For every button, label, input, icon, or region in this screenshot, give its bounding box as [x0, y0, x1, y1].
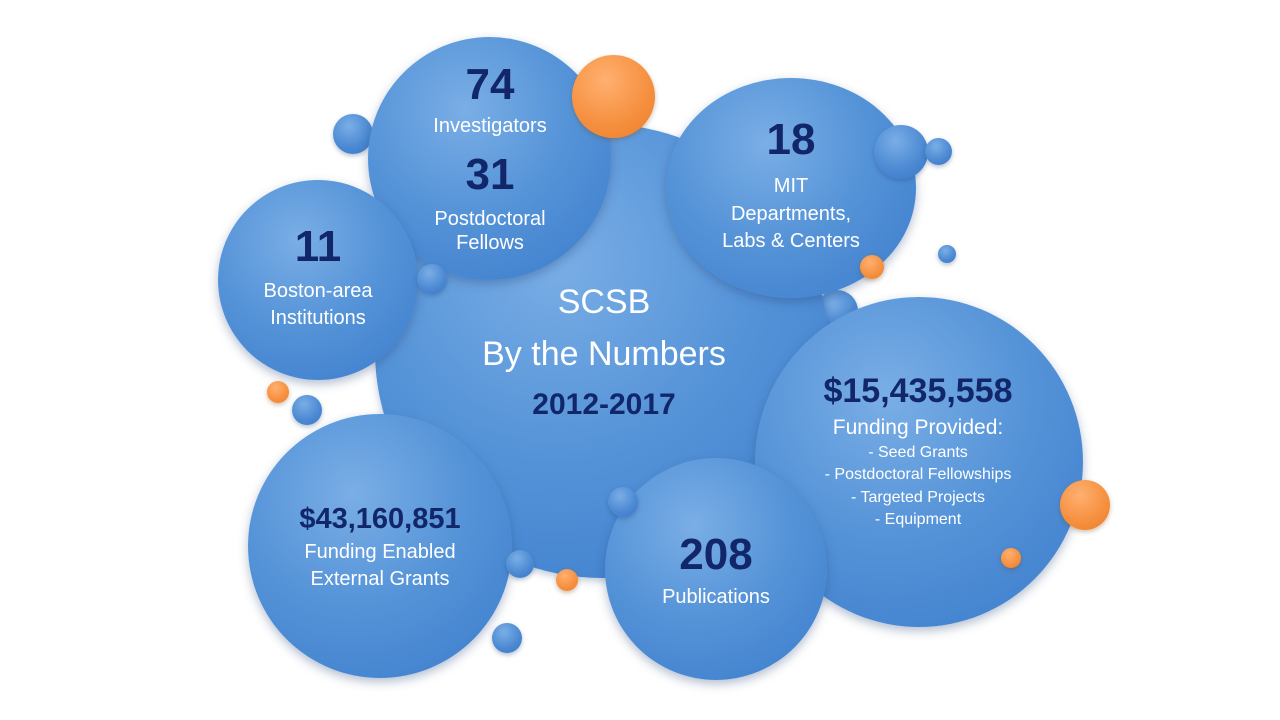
- decor-blue-dot: [417, 264, 447, 294]
- decor-orange-dot: [1060, 480, 1110, 530]
- departments-label-line3: Labs & Centers: [722, 230, 860, 252]
- decor-blue-dot: [925, 138, 952, 165]
- funding-provided-value: $15,435,558: [823, 372, 1013, 410]
- investigators-value: 74: [465, 60, 515, 109]
- decor-blue-dot: [492, 623, 522, 653]
- decor-blue-dot: [506, 550, 534, 578]
- postdocs-label-line1: Postdoctoral: [434, 208, 546, 230]
- center-title-line2: By the Numbers: [482, 335, 726, 373]
- external-grants-bubble: [248, 414, 512, 678]
- external-grants-value: $43,160,851: [299, 503, 461, 535]
- investigators-label: Investigators: [433, 115, 547, 137]
- external-grants-label-line1: Funding Enabled: [304, 541, 456, 563]
- decor-blue-dot: [608, 487, 638, 517]
- center-title-line1: SCSB: [557, 283, 651, 321]
- publications-bubble: [605, 458, 827, 680]
- funding-item: - Postdoctoral Fellowships: [824, 466, 1012, 483]
- decor-orange-dot: [860, 255, 884, 279]
- departments-value: 18: [766, 115, 816, 164]
- publications-value: 208: [679, 530, 753, 579]
- center-years: 2012-2017: [532, 388, 676, 421]
- funding-item: - Equipment: [874, 511, 962, 528]
- institutions-value: 11: [294, 222, 342, 271]
- decor-blue-dot: [874, 125, 928, 179]
- institutions-label-line1: Boston-area: [263, 280, 373, 302]
- funding-provided-label: Funding Provided:: [832, 416, 1004, 439]
- decor-orange-dot: [267, 381, 289, 403]
- postdocs-value: 31: [465, 150, 515, 199]
- publications-label: Publications: [662, 586, 770, 608]
- external-grants-label-line2: External Grants: [310, 568, 450, 590]
- funding-item: - Seed Grants: [868, 444, 968, 461]
- departments-label-line1: MIT: [773, 175, 809, 197]
- decor-blue-dot: [938, 245, 956, 263]
- institutions-label-line2: Institutions: [270, 307, 366, 329]
- decor-orange-dot: [1001, 548, 1021, 568]
- decor-blue-dot: [333, 114, 373, 154]
- decor-orange-dot: [556, 569, 578, 591]
- institutions-bubble: [218, 180, 418, 380]
- departments-label-line2: Departments,: [730, 203, 852, 225]
- decor-blue-dot: [292, 395, 322, 425]
- funding-item: - Targeted Projects: [851, 489, 985, 506]
- decor-orange-dot: [572, 55, 655, 138]
- postdocs-label-line2: Fellows: [456, 232, 524, 254]
